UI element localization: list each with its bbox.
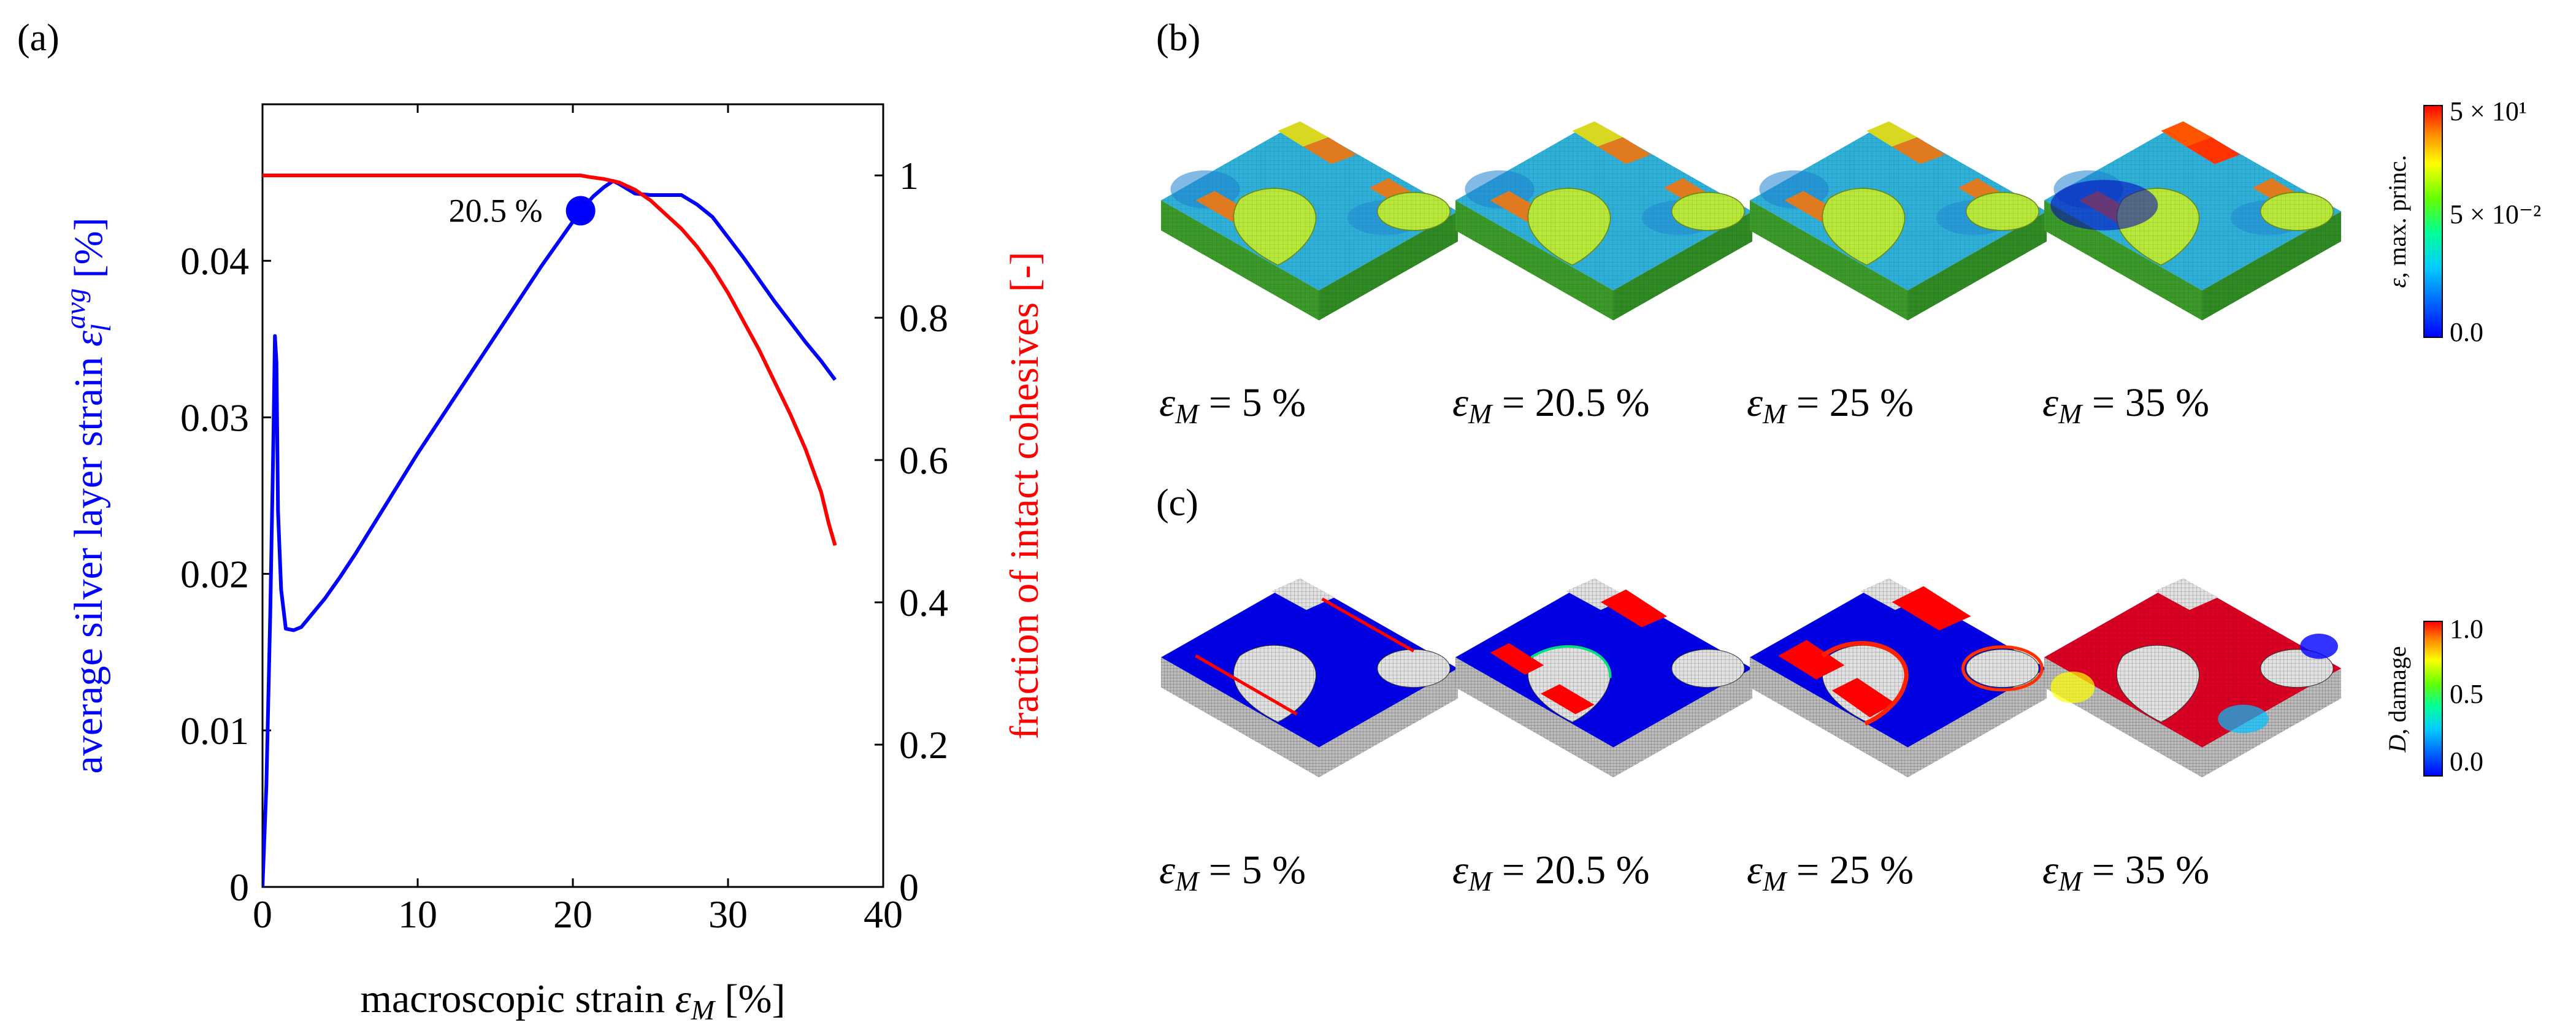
y-left-tick-label: 0.04 <box>180 239 249 283</box>
strain-field-image <box>2044 121 2342 321</box>
y-right-tick-label: 0.6 <box>899 439 948 482</box>
x-tick-label: 0 <box>253 892 272 936</box>
panel-b-images <box>1160 121 2342 321</box>
image-caption: εM = 35 % <box>2042 848 2209 897</box>
colorbar-damage: D, damage 1.0 0.5 0.0 <box>2383 614 2483 777</box>
strain-field-image <box>1455 121 1753 321</box>
annotation-label: 20.5 % <box>449 193 543 229</box>
panel-label-a: (a) <box>17 17 59 59</box>
colorbar-title: ε, max. princ. <box>2383 155 2411 288</box>
x-tick-label: 40 <box>864 892 903 936</box>
panel-label-c: (c) <box>1156 482 1198 524</box>
y-left-tick-label: 0.02 <box>180 553 249 596</box>
colorbar-tick-label: 0.0 <box>2450 746 2483 777</box>
y-right-tick-label: 0 <box>899 865 919 909</box>
colorbar-tick-label: 0.0 <box>2450 317 2483 347</box>
colorbar-title: D, damage <box>2383 646 2411 753</box>
colorbar-tick-label: 5 × 10¹ <box>2450 96 2527 126</box>
image-caption: εM = 35 % <box>2042 380 2209 429</box>
damage-image <box>1455 578 1753 778</box>
x-tick-label: 20 <box>553 892 592 936</box>
image-caption: εM = 5 % <box>1159 380 1306 429</box>
y-right-tick-label: 1 <box>899 154 919 198</box>
colorbar-tick-label: 0.5 <box>2450 679 2483 709</box>
y-right-tick-label: 0.4 <box>899 581 948 624</box>
image-caption: εM = 5 % <box>1159 848 1306 897</box>
y-left-axis-label: average silver layer strain εlavg [%] <box>59 218 117 774</box>
y-left-tick-label: 0.01 <box>180 709 249 753</box>
colorbar-gradient <box>2423 105 2443 338</box>
y-left-tick-label: 0.03 <box>180 396 249 439</box>
y-right-tick-label: 0.8 <box>899 296 948 340</box>
colorbar-strain: ε, max. princ. 5 × 10¹ 5 × 10⁻² 0.0 <box>2383 96 2541 347</box>
panel-c-captions: εM = 5 % εM = 20.5 % εM = 25 % εM = 35 % <box>1159 848 2209 897</box>
image-caption: εM = 25 % <box>1747 380 1914 429</box>
strain-field-image <box>1160 121 1459 321</box>
x-axis-ticks: 0 10 20 30 40 <box>253 104 903 936</box>
damage-image <box>1160 578 1459 778</box>
x-axis-label: macroscopic strain εM [%] <box>361 977 786 1026</box>
colorbar-tick-label: 1.0 <box>2450 614 2483 644</box>
series-line-intact-cohesives <box>263 174 837 547</box>
x-tick-label: 10 <box>398 892 437 936</box>
series-line-silver-strain <box>263 179 837 887</box>
y-right-tick-label: 0.2 <box>899 723 948 767</box>
annotation-marker <box>565 196 596 226</box>
y-left-tick-label: 0 <box>229 865 249 909</box>
y-left-axis-ticks: 0 0.01 0.02 0.03 0.04 <box>180 239 271 909</box>
panel-b-captions: εM = 5 % εM = 20.5 % εM = 25 % εM = 35 % <box>1159 380 2209 429</box>
y-right-axis-label: fraction of intact cohesives [-] <box>1002 251 1047 739</box>
panel-label-b: (b) <box>1156 17 1200 59</box>
chart-panel-a: 0 10 20 30 40 0 0.01 0.02 0.03 0.04 0 0.2 0.4 0.6 0.… <box>59 103 1047 1026</box>
x-tick-label: 30 <box>708 892 748 936</box>
colorbar-gradient <box>2423 621 2443 777</box>
y-right-axis-ticks: 0 0.2 0.4 0.6 0.8 1 <box>875 154 948 909</box>
damage-image <box>2044 578 2342 778</box>
image-caption: εM = 20.5 % <box>1452 380 1650 429</box>
colorbar-tick-label: 5 × 10⁻² <box>2450 199 2541 229</box>
damage-image <box>1749 578 2047 778</box>
image-caption: εM = 20.5 % <box>1452 848 1650 897</box>
strain-field-image <box>1749 121 2047 321</box>
panel-c-images <box>1160 578 2342 778</box>
image-caption: εM = 25 % <box>1747 848 1914 897</box>
